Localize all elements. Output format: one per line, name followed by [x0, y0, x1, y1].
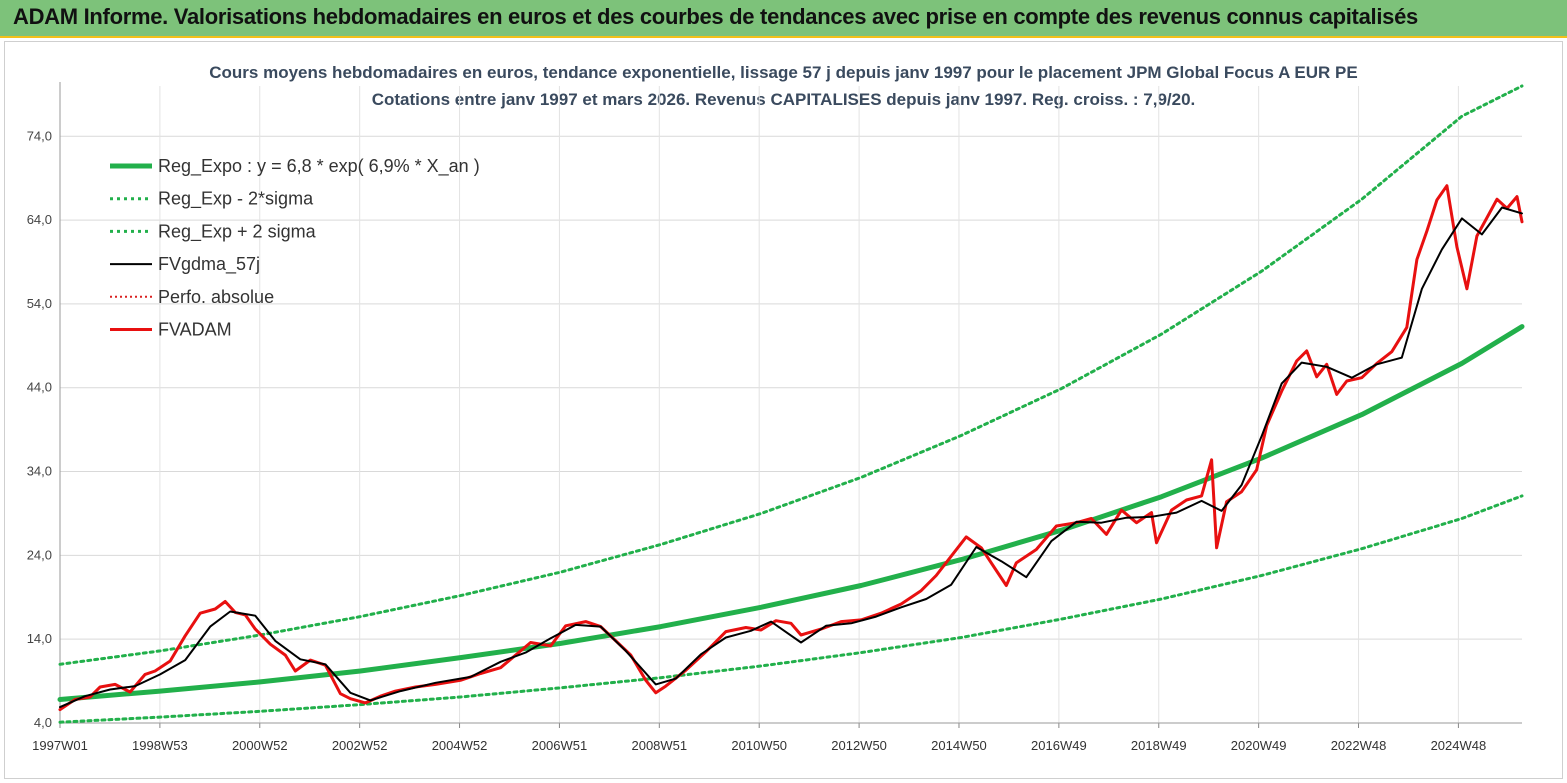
series-fvadam — [58, 184, 1524, 712]
legend: Reg_Expo : y = 6,8 * exp( 6,9% * X_an ) R… — [110, 156, 480, 340]
series-fvgdma-57j — [59, 206, 1523, 709]
legend-label: Reg_Expo : y = 6,8 * exp( 6,9% * X_an ) — [158, 156, 480, 177]
x-tick-label: 2008W51 — [631, 738, 687, 753]
y-tick-label: 34,0 — [27, 464, 52, 479]
legend-label: Reg_Exp - 2*sigma — [158, 189, 314, 210]
x-tick-label: 2000W52 — [232, 738, 288, 753]
legend-label: FVADAM — [158, 320, 232, 340]
legend-label: Perfo. absolue — [158, 287, 274, 307]
x-tick-label: 1998W53 — [132, 738, 188, 753]
y-tick-label: 44,0 — [27, 380, 52, 395]
y-tick-label: 4,0 — [34, 715, 52, 730]
x-tick-label: 2018W49 — [1131, 738, 1187, 753]
legend-label: FVgdma_57j — [158, 254, 260, 275]
y-tick-label: 74,0 — [27, 128, 52, 143]
x-tick-label: 1997W01 — [32, 738, 88, 753]
x-tick-label: 2004W52 — [432, 738, 488, 753]
series-lines — [57, 84, 1525, 724]
series-reg-expo — [57, 324, 1525, 702]
grid — [59, 86, 1522, 724]
y-tick-label: 24,0 — [27, 547, 52, 562]
x-tick-label: 2002W52 — [332, 738, 388, 753]
y-tick-label: 14,0 — [27, 631, 52, 646]
x-tick-label: 2020W49 — [1231, 738, 1287, 753]
x-tick-label: 2024W48 — [1431, 738, 1487, 753]
x-tick-label: 2006W51 — [532, 738, 588, 753]
x-tick-label: 2012W50 — [831, 738, 887, 753]
axes: 4,0 14,0 24,0 34,0 44,0 54,0 64,0 74,0 1997W01 19… — [27, 82, 1522, 753]
x-tick-label: 2010W50 — [731, 738, 787, 753]
x-tick-label: 2014W50 — [931, 738, 987, 753]
report-title: ADAM Informe. Valorisations hebdomadaire… — [13, 4, 1418, 29]
y-tick-label: 54,0 — [27, 296, 52, 311]
report-banner: ADAM Informe. Valorisations hebdomadaire… — [0, 0, 1567, 38]
series-reg-exp-minus-2sigma — [58, 494, 1524, 724]
legend-label: Reg_Exp + 2 sigma — [158, 221, 317, 242]
x-tick-label: 2016W49 — [1031, 738, 1087, 753]
chart-subtitle: Cotations entre janv 1997 et mars 2026. … — [371, 90, 1196, 109]
y-tick-label: 64,0 — [27, 212, 52, 227]
chart-frame — [4, 41, 1563, 779]
series-reg-exp-plus-2sigma — [58, 84, 1524, 666]
chart-title: Cours moyens hebdomadaires en euros, ten… — [209, 63, 1358, 82]
x-tick-label: 2022W48 — [1331, 738, 1387, 753]
